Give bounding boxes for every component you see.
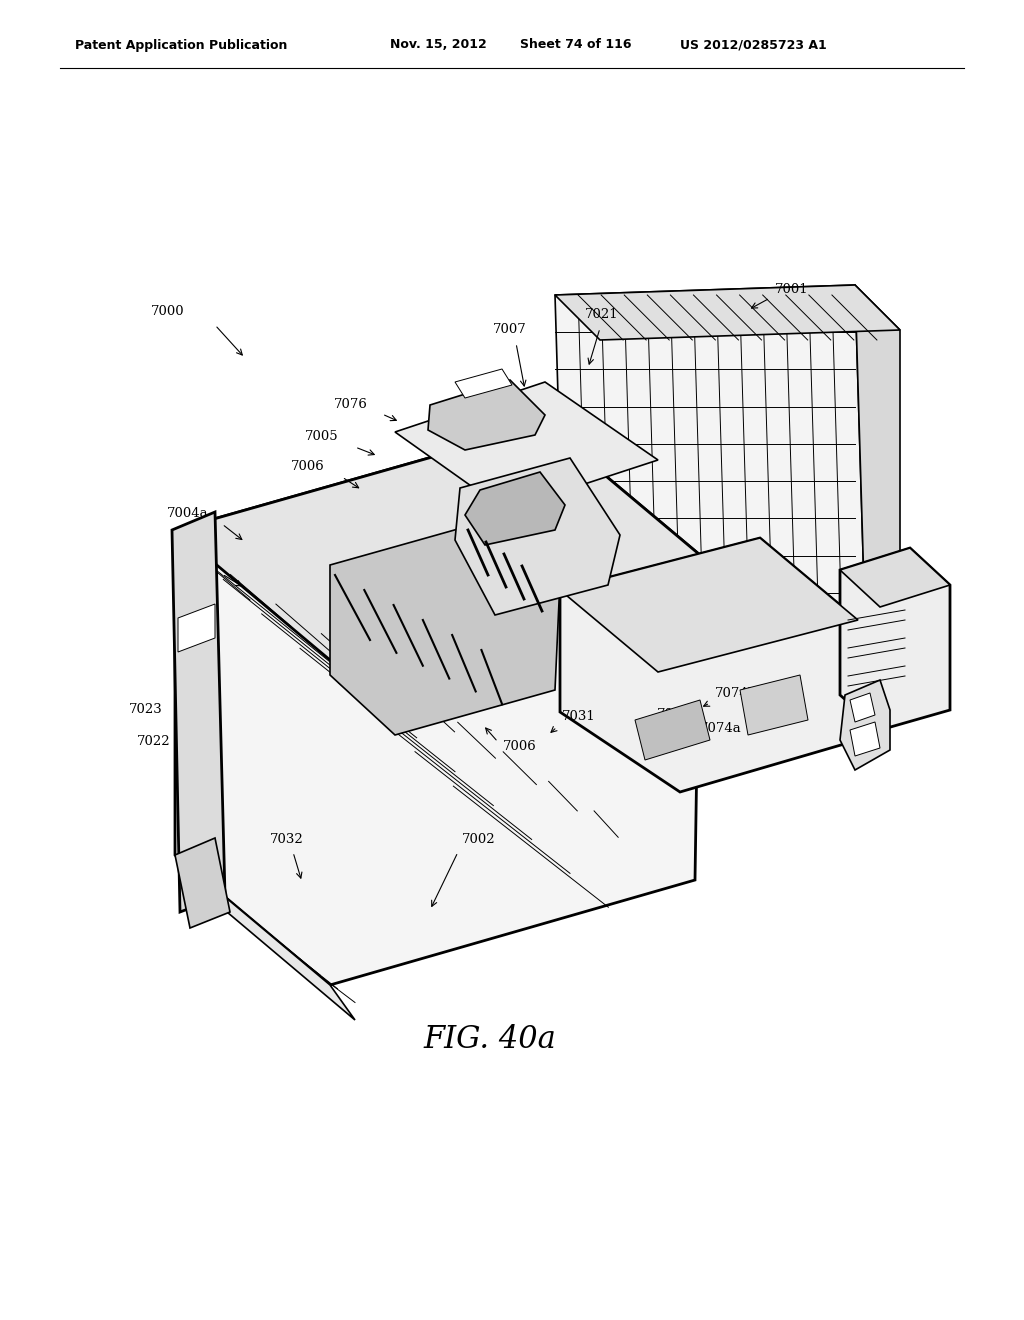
Text: 7004a: 7004a: [166, 507, 208, 520]
Text: 7007: 7007: [494, 323, 527, 337]
Text: Sheet 74 of 116: Sheet 74 of 116: [520, 38, 632, 51]
Polygon shape: [840, 548, 950, 730]
Polygon shape: [560, 539, 858, 672]
Text: 7005: 7005: [304, 430, 338, 444]
Polygon shape: [555, 285, 865, 630]
Text: 7006: 7006: [291, 459, 325, 473]
Text: US 2012/0285723 A1: US 2012/0285723 A1: [680, 38, 826, 51]
Polygon shape: [172, 512, 225, 912]
Text: 7032: 7032: [270, 833, 304, 846]
Text: Patent Application Publication: Patent Application Publication: [75, 38, 288, 51]
Text: 7076: 7076: [334, 399, 368, 411]
Text: FIG. 40a: FIG. 40a: [424, 1024, 556, 1056]
Polygon shape: [840, 548, 950, 607]
Polygon shape: [635, 700, 710, 760]
Polygon shape: [330, 520, 560, 735]
Text: 7031: 7031: [562, 710, 596, 723]
Polygon shape: [175, 855, 355, 1020]
Text: 7074b: 7074b: [715, 686, 757, 700]
Text: 7076: 7076: [745, 583, 779, 597]
Polygon shape: [740, 675, 808, 735]
Polygon shape: [855, 285, 900, 660]
Polygon shape: [175, 838, 230, 928]
Text: 7008: 7008: [657, 708, 690, 721]
Polygon shape: [178, 605, 215, 652]
Text: Nov. 15, 2012: Nov. 15, 2012: [390, 38, 486, 51]
Text: 7022: 7022: [136, 735, 170, 748]
Polygon shape: [850, 693, 874, 722]
Polygon shape: [840, 680, 890, 770]
Text: 7074a: 7074a: [700, 722, 741, 735]
Polygon shape: [175, 425, 700, 985]
Text: 7006: 7006: [503, 741, 537, 752]
Text: 7003: 7003: [174, 557, 208, 570]
Polygon shape: [455, 458, 620, 615]
Polygon shape: [175, 425, 700, 660]
Polygon shape: [455, 370, 512, 399]
Text: 7021: 7021: [585, 308, 618, 321]
Polygon shape: [555, 285, 900, 341]
Text: 7002: 7002: [462, 833, 496, 846]
Text: 7000: 7000: [152, 305, 185, 318]
Text: 7023: 7023: [129, 704, 163, 715]
Polygon shape: [560, 539, 858, 792]
Polygon shape: [850, 722, 880, 756]
Polygon shape: [395, 381, 658, 510]
Polygon shape: [465, 473, 565, 545]
Text: 7001: 7001: [775, 282, 809, 296]
Polygon shape: [428, 380, 545, 450]
